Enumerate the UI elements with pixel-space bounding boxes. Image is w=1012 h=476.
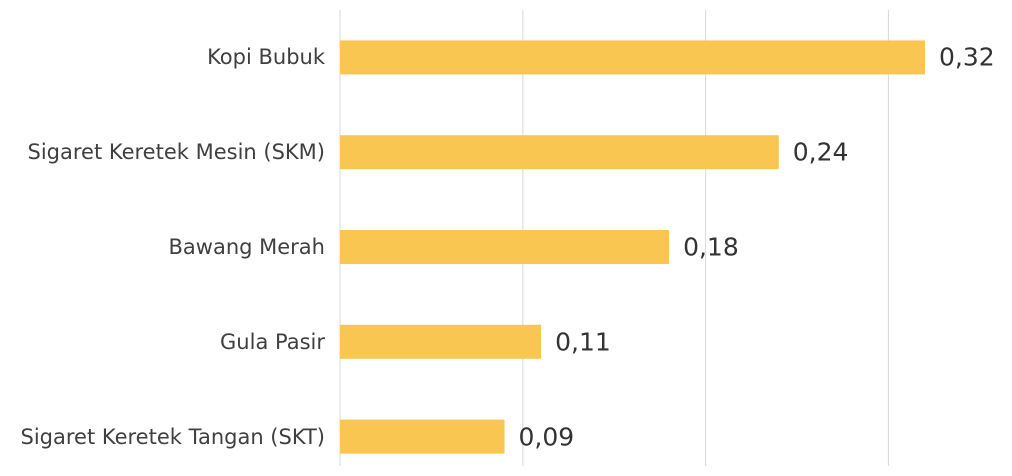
category-label: Kopi Bubuk bbox=[207, 45, 325, 70]
bar bbox=[340, 40, 925, 75]
bar bbox=[340, 230, 670, 264]
data-label: 0,18 bbox=[683, 232, 739, 262]
category-label: Sigaret Keretek Tangan (SKT) bbox=[20, 424, 326, 449]
bar bbox=[340, 135, 779, 170]
data-label: 0,11 bbox=[555, 327, 611, 357]
data-label: 0,09 bbox=[518, 422, 575, 452]
category-label: Bawang Merah bbox=[168, 235, 326, 259]
data-label: 0,32 bbox=[939, 42, 995, 72]
data-label: 0,24 bbox=[792, 137, 849, 167]
bar bbox=[340, 419, 505, 454]
category-label: Gula Pasir bbox=[220, 329, 325, 354]
category-label: Sigaret Keretek Mesin (SKM) bbox=[27, 140, 326, 165]
bar bbox=[340, 324, 542, 359]
